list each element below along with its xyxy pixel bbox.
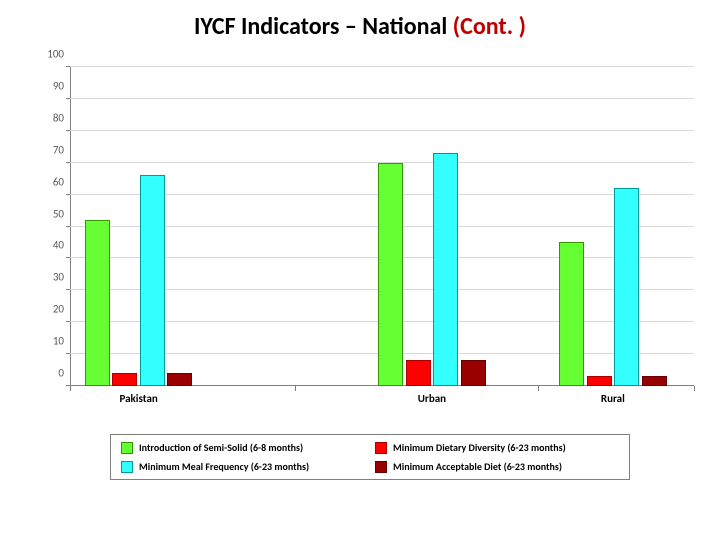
y-tick-label: 100: [47, 48, 70, 61]
legend-label: Minimum Dietary Diversity (6-23 months): [393, 441, 566, 454]
y-tick-label: 90: [53, 79, 70, 92]
legend-label: Minimum Meal Frequency (6-23 months): [139, 460, 309, 473]
x-axis-tick: [538, 386, 539, 391]
bar-min_accept_diet: [461, 360, 486, 386]
y-tick-mark: [66, 66, 70, 67]
y-tick-label: 80: [53, 111, 70, 124]
y-tick-label: 40: [53, 239, 70, 252]
bar-min_diet_div: [587, 376, 612, 386]
legend-swatch: [121, 442, 133, 454]
x-axis-tick: [694, 386, 695, 391]
y-tick-label: 0: [58, 367, 70, 380]
bar-min_accept_diet: [167, 373, 192, 386]
x-axis-tick: [295, 386, 296, 391]
category-label: Rural: [601, 386, 625, 405]
y-tick-mark: [66, 289, 70, 290]
bar-min_diet_div: [406, 360, 431, 386]
y-tick-mark: [66, 353, 70, 354]
y-tick-label: 10: [53, 335, 70, 348]
legend: Introduction of Semi-Solid (6-8 months) M…: [110, 434, 630, 480]
legend-swatch: [375, 442, 387, 454]
y-tick-mark: [66, 130, 70, 131]
bar-min_meal_freq: [140, 175, 165, 386]
chart: 0102030405060708090100PakistanUrbanRural: [34, 66, 694, 410]
bar-intro_semi_solid: [85, 220, 110, 386]
x-axis-tick: [70, 386, 71, 391]
y-tick-mark: [66, 98, 70, 99]
y-tick-mark: [66, 321, 70, 322]
y-tick-label: 30: [53, 271, 70, 284]
bar-intro_semi_solid: [559, 242, 584, 386]
y-tick-label: 70: [53, 143, 70, 156]
title-part-1: IYCF Indicators – National: [194, 12, 453, 41]
slide-title: IYCF Indicators – National (Cont. ): [0, 12, 720, 41]
y-axis-line: [70, 67, 71, 386]
legend-label: Introduction of Semi-Solid (6-8 months): [139, 441, 303, 454]
y-tick-mark: [66, 194, 70, 195]
gridline: [70, 130, 694, 131]
y-tick-label: 50: [53, 207, 70, 220]
bar-min_meal_freq: [614, 188, 639, 386]
category-label: Urban: [418, 386, 446, 405]
y-tick-mark: [66, 162, 70, 163]
category-label: Pakistan: [119, 386, 157, 405]
y-tick-mark: [66, 226, 70, 227]
bar-intro_semi_solid: [378, 163, 403, 386]
plot-area: 0102030405060708090100PakistanUrbanRural: [70, 66, 694, 386]
slide: IYCF Indicators – National (Cont. ) 0102…: [0, 0, 720, 540]
y-tick-label: 60: [53, 175, 70, 188]
gridline: [70, 98, 694, 99]
legend-label: Minimum Acceptable Diet (6-23 months): [393, 460, 562, 473]
legend-item-min_accept_diet: Minimum Acceptable Diet (6-23 months): [375, 460, 619, 473]
title-part-2: (Cont. ): [453, 12, 526, 41]
y-tick-mark: [66, 257, 70, 258]
legend-swatch: [375, 461, 387, 473]
gridline: [70, 66, 694, 67]
bar-min_accept_diet: [642, 376, 667, 386]
legend-item-intro_semi_solid: Introduction of Semi-Solid (6-8 months): [121, 441, 365, 454]
legend-item-min_meal_freq: Minimum Meal Frequency (6-23 months): [121, 460, 365, 473]
bar-min_meal_freq: [433, 153, 458, 386]
legend-item-min_diet_div: Minimum Dietary Diversity (6-23 months): [375, 441, 619, 454]
y-tick-label: 20: [53, 303, 70, 316]
bar-min_diet_div: [112, 373, 137, 386]
legend-swatch: [121, 461, 133, 473]
